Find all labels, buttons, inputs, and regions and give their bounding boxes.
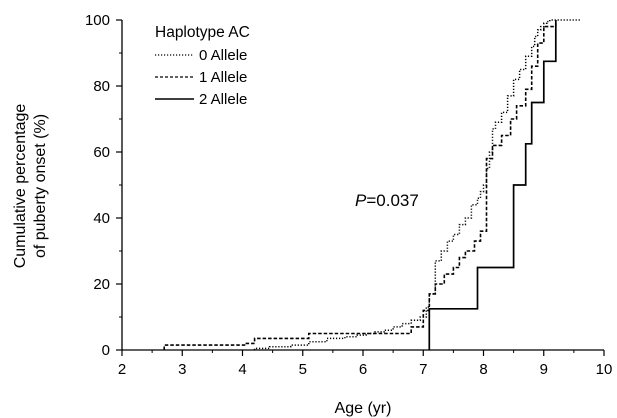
- legend-label-0-allele: 0 Allele: [199, 47, 247, 64]
- tick-marks: [116, 19, 605, 356]
- legend-label-1-allele: 1 Allele: [199, 69, 247, 86]
- legend-title: Haplotype AC: [155, 24, 250, 41]
- y-tick-label-0: 0: [102, 342, 110, 359]
- x-tick-label-2: 2: [118, 361, 126, 378]
- y-tick-label-80: 80: [93, 78, 110, 95]
- y-tick-label-60: 60: [93, 144, 110, 161]
- axes: [121, 20, 604, 351]
- x-tick-label-4: 4: [238, 361, 246, 378]
- y-axis-title-line-1: Cumulative percentage: [12, 104, 29, 269]
- y-axis-title-line-2: of puberty onset (%): [32, 114, 49, 258]
- series-line-0-allele: [253, 19, 580, 350]
- x-tick-label-7: 7: [419, 361, 427, 378]
- series-line-1-allele: [163, 20, 557, 350]
- series-layer: [163, 19, 580, 350]
- x-tick-label-6: 6: [359, 361, 367, 378]
- legend-label-2-allele: 2 Allele: [199, 91, 247, 108]
- series-line-2-allele: [428, 20, 557, 350]
- x-tick-label-5: 5: [299, 361, 307, 378]
- p-value-symbol: P: [355, 191, 367, 210]
- x-tick-label-9: 9: [540, 361, 548, 378]
- legend: Haplotype AC 0 Allele 1 Allele 2 Allele: [155, 24, 250, 108]
- y-tick-label-40: 40: [93, 210, 110, 227]
- y-tick-label-20: 20: [93, 276, 110, 293]
- p-value-text: =0.037: [366, 191, 418, 210]
- x-tick-label-10: 10: [596, 361, 613, 378]
- y-tick-label-100: 100: [85, 12, 110, 29]
- x-tick-label-3: 3: [178, 361, 186, 378]
- x-axis-title: Age (yr): [335, 400, 392, 417]
- x-tick-label-8: 8: [479, 361, 487, 378]
- p-value-annotation: P=0.037: [355, 191, 419, 210]
